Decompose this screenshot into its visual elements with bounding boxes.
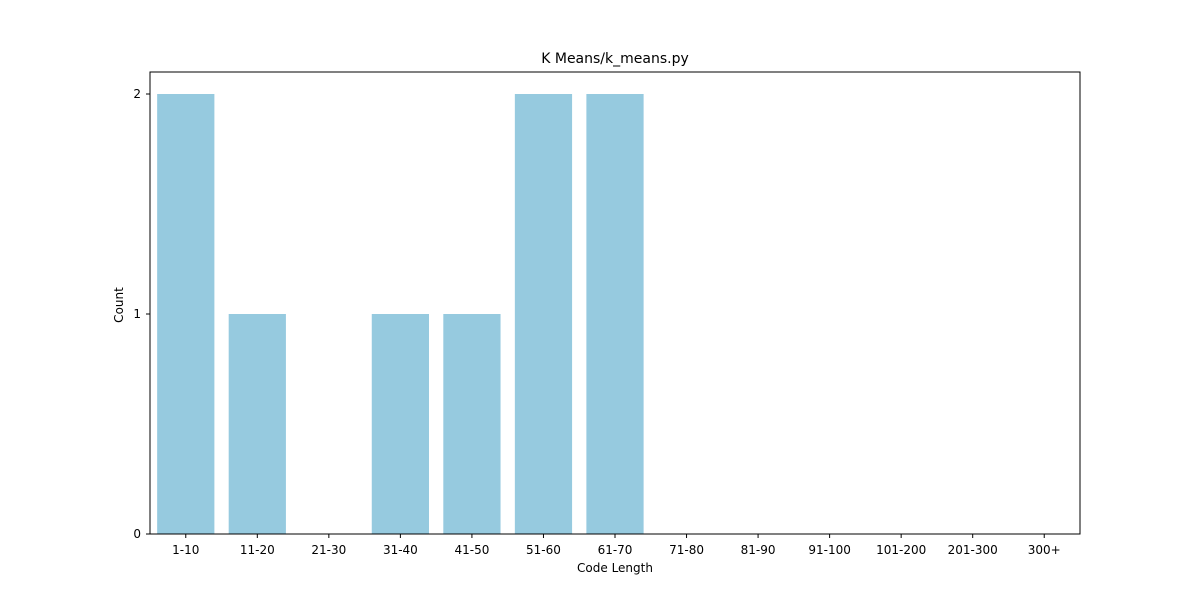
y-tick-label: 1 (133, 307, 141, 321)
x-tick-label: 101-200 (876, 543, 926, 557)
x-tick-label: 1-10 (172, 543, 199, 557)
x-axis-label: Code Length (577, 561, 653, 575)
x-axis: 1-10 11-20 21-30 31-40 41-50 51-60 61-70 71-80 8… (172, 534, 1061, 557)
bar-11-20 (228, 314, 286, 534)
y-axis-label: Count (112, 287, 126, 323)
bars-group (157, 94, 644, 534)
y-axis: 0 1 2 (133, 87, 150, 541)
bar-1-10 (157, 94, 215, 534)
x-tick-label: 41-50 (454, 543, 489, 557)
x-tick-label: 91-100 (808, 543, 851, 557)
x-tick-label: 51-60 (526, 543, 561, 557)
x-tick-label: 71-80 (669, 543, 704, 557)
y-tick-label: 2 (133, 87, 141, 101)
bar-51-60 (514, 94, 573, 534)
y-tick-label: 0 (133, 527, 141, 541)
bar-61-70 (586, 94, 644, 534)
x-tick-label: 300+ (1028, 543, 1061, 557)
bar-31-40 (371, 314, 429, 534)
x-tick-label: 31-40 (383, 543, 418, 557)
chart-title: K Means/k_means.py (541, 51, 689, 67)
x-tick-label: 201-300 (948, 543, 998, 557)
bar-41-50 (443, 314, 501, 534)
x-tick-label: 11-20 (240, 543, 275, 557)
x-tick-label: 21-30 (311, 543, 346, 557)
x-tick-label: 61-70 (598, 543, 633, 557)
x-tick-label: 81-90 (741, 543, 776, 557)
